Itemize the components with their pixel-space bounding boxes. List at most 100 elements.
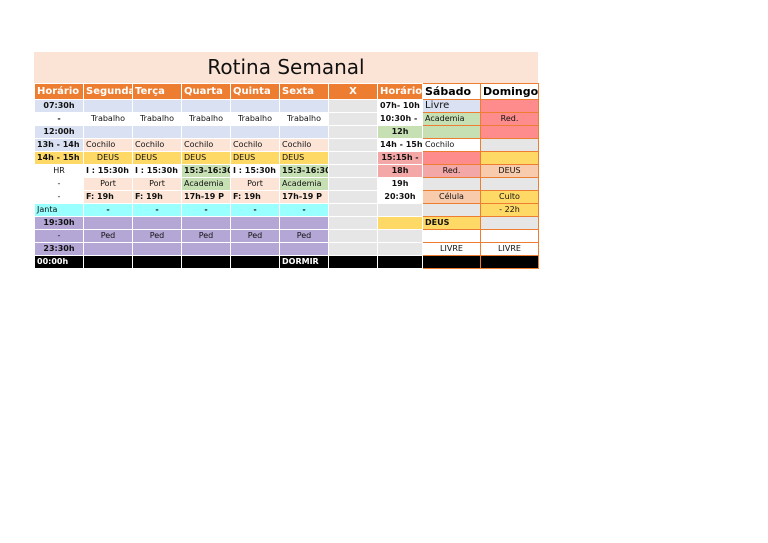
cell-quinta[interactable]: Ped (230, 229, 280, 243)
cell-segunda[interactable] (83, 216, 133, 230)
cell-x[interactable] (328, 255, 378, 269)
cell-time[interactable]: Janta (34, 203, 84, 217)
cell-quarta[interactable]: 17h-19 P (181, 190, 231, 204)
cell-time-weekend[interactable] (377, 203, 423, 217)
cell-segunda[interactable] (83, 99, 133, 113)
cell-time-weekend[interactable] (377, 229, 423, 243)
header-sabado[interactable]: Sábado (422, 83, 481, 100)
cell-time[interactable]: 07:30h (34, 99, 84, 113)
cell-terca[interactable]: - (132, 203, 182, 217)
cell-sexta[interactable]: Trabalho (279, 112, 329, 126)
cell-terca[interactable] (132, 216, 182, 230)
cell-time[interactable]: 19:30h (34, 216, 84, 230)
header-segunda[interactable]: Segunda (83, 83, 133, 100)
cell-sexta[interactable] (279, 242, 329, 256)
cell-quinta[interactable]: F: 19h (230, 190, 280, 204)
cell-time[interactable]: - (34, 112, 84, 126)
cell-sexta[interactable]: DORMIR (279, 255, 329, 269)
cell-segunda[interactable]: Port (83, 177, 133, 191)
cell-quinta[interactable]: Trabalho (230, 112, 280, 126)
cell-sabado[interactable]: Livre (422, 99, 481, 113)
cell-time-weekend[interactable]: 19h (377, 177, 423, 191)
cell-quarta[interactable]: Cochilo (181, 138, 231, 152)
cell-time-weekend[interactable] (377, 216, 423, 230)
cell-terca[interactable] (132, 242, 182, 256)
cell-quarta[interactable] (181, 99, 231, 113)
cell-sexta[interactable]: DEUS (279, 151, 329, 165)
cell-quinta[interactable] (230, 125, 280, 139)
cell-domingo[interactable]: Red. (480, 112, 539, 126)
cell-sabado[interactable] (422, 229, 481, 243)
cell-x[interactable] (328, 125, 378, 139)
cell-domingo[interactable] (480, 138, 539, 152)
cell-time-weekend[interactable] (377, 255, 423, 269)
cell-time[interactable]: 23:30h (34, 242, 84, 256)
cell-quarta[interactable] (181, 242, 231, 256)
cell-quarta[interactable] (181, 255, 231, 269)
cell-sexta[interactable]: Ped (279, 229, 329, 243)
cell-quinta[interactable] (230, 216, 280, 230)
header-horario-weekend[interactable]: Horário (377, 83, 423, 100)
cell-domingo[interactable] (480, 255, 539, 269)
header-quarta[interactable]: Quarta (181, 83, 231, 100)
cell-time-weekend[interactable]: 15:15h - (377, 151, 423, 165)
cell-sabado[interactable] (422, 255, 481, 269)
cell-terca[interactable] (132, 99, 182, 113)
cell-domingo[interactable]: DEUS (480, 164, 539, 178)
cell-domingo[interactable] (480, 151, 539, 165)
cell-quarta[interactable]: 15:3-16:30 (181, 164, 231, 178)
cell-quinta[interactable] (230, 242, 280, 256)
cell-domingo[interactable] (480, 229, 539, 243)
cell-sexta[interactable]: Academia (279, 177, 329, 191)
cell-segunda[interactable]: Cochilo (83, 138, 133, 152)
cell-quarta[interactable] (181, 125, 231, 139)
header-x[interactable]: X (328, 83, 378, 100)
cell-x[interactable] (328, 138, 378, 152)
cell-segunda[interactable]: F: 19h (83, 190, 133, 204)
cell-time-weekend[interactable]: 20:30h (377, 190, 423, 204)
cell-time[interactable]: 14h - 15h (34, 151, 84, 165)
header-quinta[interactable]: Quinta (230, 83, 280, 100)
header-domingo[interactable]: Domingo (480, 83, 539, 100)
cell-time[interactable]: 13h - 14h (34, 138, 84, 152)
cell-quarta[interactable] (181, 216, 231, 230)
cell-time-weekend[interactable] (377, 242, 423, 256)
cell-quarta[interactable]: DEUS (181, 151, 231, 165)
cell-sabado[interactable] (422, 203, 481, 217)
cell-quarta[interactable]: Trabalho (181, 112, 231, 126)
cell-quinta[interactable] (230, 99, 280, 113)
cell-x[interactable] (328, 203, 378, 217)
cell-time-weekend[interactable]: 07h- 10h (377, 99, 423, 113)
cell-x[interactable] (328, 99, 378, 113)
header-horario[interactable]: Horário (34, 83, 84, 100)
cell-segunda[interactable] (83, 255, 133, 269)
cell-terca[interactable]: Cochilo (132, 138, 182, 152)
cell-terca[interactable] (132, 125, 182, 139)
cell-x[interactable] (328, 164, 378, 178)
cell-quarta[interactable]: Ped (181, 229, 231, 243)
cell-sabado[interactable] (422, 125, 481, 139)
cell-segunda[interactable]: I : 15:30h (83, 164, 133, 178)
cell-time-weekend[interactable]: 18h (377, 164, 423, 178)
cell-x[interactable] (328, 177, 378, 191)
cell-quarta[interactable]: Academia (181, 177, 231, 191)
cell-sabado[interactable]: Red. (422, 164, 481, 178)
cell-x[interactable] (328, 151, 378, 165)
cell-sabado[interactable]: Célula (422, 190, 481, 204)
cell-x[interactable] (328, 242, 378, 256)
cell-segunda[interactable] (83, 125, 133, 139)
cell-sabado[interactable]: Cochilo (422, 138, 481, 152)
cell-segunda[interactable]: - (83, 203, 133, 217)
cell-quinta[interactable]: Port (230, 177, 280, 191)
cell-terca[interactable] (132, 255, 182, 269)
cell-quarta[interactable]: - (181, 203, 231, 217)
cell-quinta[interactable]: Cochilo (230, 138, 280, 152)
cell-domingo[interactable] (480, 216, 539, 230)
cell-quinta[interactable]: - (230, 203, 280, 217)
cell-quinta[interactable]: DEUS (230, 151, 280, 165)
cell-time[interactable]: 00:00h (34, 255, 84, 269)
cell-terca[interactable]: Trabalho (132, 112, 182, 126)
cell-terca[interactable]: DEUS (132, 151, 182, 165)
cell-sexta[interactable]: Cochilo (279, 138, 329, 152)
cell-quinta[interactable] (230, 255, 280, 269)
